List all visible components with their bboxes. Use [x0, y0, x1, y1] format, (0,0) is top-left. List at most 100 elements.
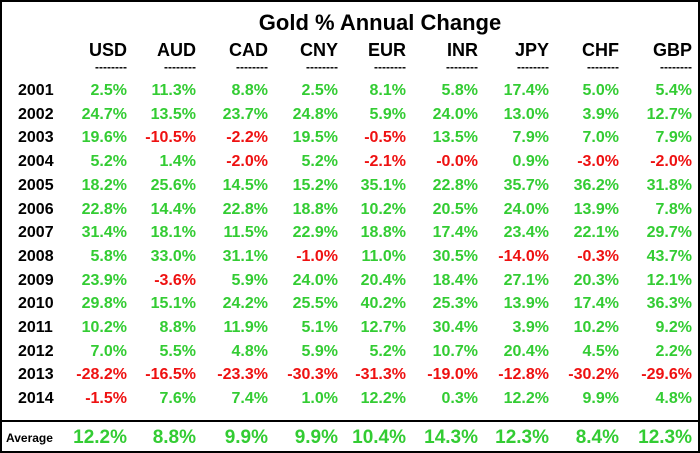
table-cell: 24.7% — [81, 105, 127, 123]
table-cell: 7.0% — [90, 342, 127, 360]
table-cell: 5.4% — [655, 82, 692, 99]
table-cell: 1.0% — [301, 390, 338, 408]
table-cell: 18.8% — [360, 224, 406, 242]
average-cell: 8.4% — [575, 427, 619, 448]
table-cell: 5.2% — [369, 342, 406, 360]
average-cell: 10.4% — [352, 427, 406, 448]
average-row-label: Average — [6, 431, 53, 445]
table-cell: 5.9% — [301, 342, 338, 360]
table-cell: 14.4% — [150, 200, 196, 218]
table-cell: -30.2% — [568, 366, 619, 384]
average-cell: 12.3% — [495, 427, 549, 448]
table-cell: 5.9% — [369, 105, 406, 123]
table-cell: -16.5% — [145, 366, 196, 384]
table-cell: -29.6% — [641, 366, 692, 384]
table-cell: 7.8% — [655, 200, 692, 218]
table-cell: -1.5% — [85, 390, 127, 408]
table-cell: 3.9% — [512, 319, 549, 336]
table-cell: 31.8% — [646, 176, 692, 194]
table-cell: 13.0% — [503, 105, 549, 123]
row-year-label: 2010 — [18, 295, 54, 313]
table-cell: 20.5% — [432, 200, 478, 218]
table-cell: 22.9% — [292, 224, 338, 242]
table-cell: 36.2% — [573, 176, 619, 194]
row-year-label: 2007 — [18, 224, 54, 242]
table-cell: -2.0% — [650, 153, 692, 171]
row-year-label: 2012 — [18, 342, 54, 360]
table-cell: -0.0% — [436, 153, 478, 171]
table-cell: 12.2% — [503, 390, 549, 408]
table-title: Gold % Annual Change — [258, 10, 502, 35]
table-cell: 10.2% — [81, 319, 127, 336]
table-cell: 24.2% — [222, 295, 268, 313]
table-cell: 18.8% — [292, 200, 338, 218]
table-cell: -10.5% — [145, 129, 196, 147]
table-cell: 11.5% — [223, 224, 268, 242]
table-cell: -14.0% — [498, 247, 549, 265]
table-cell: 17.4% — [573, 295, 619, 313]
column-header-aud: AUD — [157, 40, 196, 60]
table-cell: -2.0% — [226, 153, 268, 171]
table-cell: 20.4% — [503, 342, 549, 360]
table-cell: 5.8% — [441, 82, 478, 99]
row-year-label: 2002 — [18, 105, 54, 123]
average-cell: 12.3% — [638, 427, 692, 448]
table-cell: -31.3% — [355, 366, 406, 384]
table-cell: 43.7% — [646, 247, 692, 265]
table-cell: 13.5% — [432, 129, 478, 147]
column-header-inr: INR — [447, 40, 478, 60]
average-cell: 14.3% — [424, 427, 478, 448]
table-cell: 22.8% — [432, 176, 478, 194]
average-separator-line — [2, 420, 698, 422]
table-cell: 22.8% — [222, 200, 268, 218]
table-cell: 7.9% — [655, 129, 692, 147]
table-cell: 14.5% — [222, 176, 268, 194]
average-cell: 12.2% — [73, 427, 127, 448]
table-cell: 18.1% — [150, 224, 196, 242]
row-year-label: 2008 — [18, 247, 54, 265]
table-cell: 5.0% — [582, 82, 619, 99]
column-header-underline: -------- — [587, 60, 619, 74]
table-cell: 5.2% — [90, 153, 127, 171]
table-cell: 18.4% — [432, 271, 478, 289]
table-cell: 5.1% — [301, 319, 338, 336]
table-cell: 19.5% — [292, 129, 338, 147]
table-cell: 31.4% — [81, 224, 127, 242]
table-cell: 25.6% — [150, 176, 196, 194]
table-cell: 31.1% — [222, 247, 268, 265]
table-cell: 12.2% — [360, 390, 406, 408]
table-cell: 35.1% — [360, 176, 406, 194]
table-cell: 30.4% — [432, 319, 478, 336]
table-cell: 7.6% — [159, 390, 196, 408]
table-cell: -30.3% — [287, 366, 338, 384]
table-cell: 5.5% — [159, 342, 196, 360]
table-cell: 11.9% — [223, 319, 268, 336]
table-cell: 24.0% — [292, 271, 338, 289]
table-cell: -2.2% — [226, 129, 268, 147]
column-header-chf: CHF — [582, 40, 619, 60]
table-cell: 29.8% — [81, 295, 127, 313]
column-header-jpy: JPY — [514, 40, 549, 60]
table-cell: 18.2% — [81, 176, 127, 194]
column-header-underline: -------- — [374, 60, 406, 74]
table-cell: 5.9% — [231, 271, 268, 289]
average-cell: 8.8% — [152, 427, 196, 448]
table-cell: 36.3% — [646, 295, 692, 313]
table-cell: -2.1% — [364, 153, 406, 171]
table-cell: 5.8% — [90, 247, 127, 265]
table-cell: 9.2% — [655, 319, 692, 336]
table-cell: -0.3% — [577, 247, 619, 265]
table-cell: 12.7% — [646, 105, 692, 123]
table-cell: 13.5% — [150, 105, 196, 123]
table-cell: 10.7% — [432, 342, 478, 360]
table-cell: 24.0% — [503, 200, 549, 218]
table-cell: 29.7% — [646, 224, 692, 242]
table-cell: -28.2% — [76, 366, 127, 384]
table-cell: 20.4% — [360, 271, 406, 289]
table-cell: 13.9% — [503, 295, 549, 313]
table-cell: -12.8% — [498, 366, 549, 384]
table-cell: 22.1% — [573, 224, 619, 242]
table-cell: 27.1% — [503, 271, 549, 289]
row-year-label: 2001 — [18, 82, 54, 99]
